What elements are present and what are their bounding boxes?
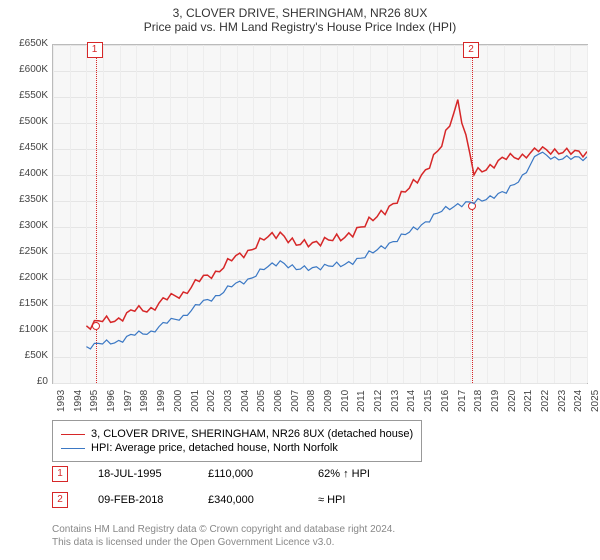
x-axis-label: 1999 <box>156 390 167 412</box>
x-axis-label: 2015 <box>423 390 434 412</box>
gridline-v <box>587 45 588 383</box>
transaction-relative: 62% ↑ HPI <box>318 468 428 480</box>
x-axis-label: 2001 <box>190 390 201 412</box>
marker-box: 2 <box>463 42 479 58</box>
chart-subtitle: Price paid vs. HM Land Registry's House … <box>0 20 600 38</box>
x-axis-label: 2005 <box>256 390 267 412</box>
y-axis-label: £650K <box>8 38 48 49</box>
transaction-price: £340,000 <box>208 494 318 506</box>
x-axis-label: 2004 <box>240 390 251 412</box>
x-axis-label: 2011 <box>356 390 367 412</box>
x-axis-label: 2018 <box>473 390 484 412</box>
legend-swatch <box>61 448 85 449</box>
gridline-h <box>53 383 587 384</box>
x-axis-label: 1996 <box>106 390 117 412</box>
x-axis-label: 1994 <box>73 390 84 412</box>
marker-box: 2 <box>52 492 68 508</box>
chart-container: { "title_line1": "3, CLOVER DRIVE, SHERI… <box>0 0 600 560</box>
marker-box: 1 <box>87 42 103 58</box>
x-axis-label: 2000 <box>173 390 184 412</box>
x-axis-label: 2021 <box>523 390 534 412</box>
footnote-line: This data is licensed under the Open Gov… <box>52 537 395 548</box>
x-axis-label: 2014 <box>406 390 417 412</box>
transaction-date: 09-FEB-2018 <box>98 494 208 506</box>
y-axis-label: £100K <box>8 324 48 335</box>
x-axis-label: 2003 <box>223 390 234 412</box>
x-axis-label: 2020 <box>507 390 518 412</box>
legend: 3, CLOVER DRIVE, SHERINGHAM, NR26 8UX (d… <box>52 420 422 462</box>
y-axis-label: £300K <box>8 220 48 231</box>
transaction-date: 18-JUL-1995 <box>98 468 208 480</box>
y-axis-label: £0 <box>8 376 48 387</box>
legend-label: 3, CLOVER DRIVE, SHERINGHAM, NR26 8UX (d… <box>91 428 413 440</box>
x-axis-label: 1998 <box>139 390 150 412</box>
y-axis-label: £450K <box>8 142 48 153</box>
x-axis-label: 2013 <box>390 390 401 412</box>
x-axis-label: 2025 <box>590 390 600 412</box>
y-axis-label: £200K <box>8 272 48 283</box>
legend-label: HPI: Average price, detached house, Nort… <box>91 442 338 454</box>
y-axis-label: £150K <box>8 298 48 309</box>
transaction-row: 1 18-JUL-1995£110,00062% ↑ HPI <box>52 466 428 482</box>
x-axis-label: 2024 <box>573 390 584 412</box>
y-axis-label: £350K <box>8 194 48 205</box>
legend-swatch <box>61 434 85 435</box>
legend-item: 3, CLOVER DRIVE, SHERINGHAM, NR26 8UX (d… <box>61 428 413 440</box>
y-axis-label: £600K <box>8 64 48 75</box>
x-axis-label: 2010 <box>340 390 351 412</box>
chart-lines <box>53 45 587 383</box>
x-axis-label: 2019 <box>490 390 501 412</box>
y-axis-label: £550K <box>8 90 48 101</box>
x-axis-label: 2023 <box>557 390 568 412</box>
y-axis-label: £50K <box>8 350 48 361</box>
y-axis-label: £400K <box>8 168 48 179</box>
x-axis-label: 2012 <box>373 390 384 412</box>
transaction-relative: ≈ HPI <box>318 494 428 506</box>
plot-area <box>52 44 588 384</box>
chart-title: 3, CLOVER DRIVE, SHERINGHAM, NR26 8UX <box>0 0 600 20</box>
x-axis-label: 2008 <box>306 390 317 412</box>
marker-box: 1 <box>52 466 68 482</box>
x-axis-label: 2022 <box>540 390 551 412</box>
y-axis-label: £250K <box>8 246 48 257</box>
x-axis-label: 1997 <box>123 390 134 412</box>
x-axis-label: 2009 <box>323 390 334 412</box>
y-axis-label: £500K <box>8 116 48 127</box>
footnote: Contains HM Land Registry data © Crown c… <box>52 524 395 548</box>
x-axis-label: 1993 <box>56 390 67 412</box>
x-axis-label: 2007 <box>290 390 301 412</box>
x-axis-label: 2002 <box>206 390 217 412</box>
transaction-row: 2 09-FEB-2018£340,000≈ HPI <box>52 492 428 508</box>
transaction-price: £110,000 <box>208 468 318 480</box>
x-axis-label: 2016 <box>440 390 451 412</box>
footnote-line: Contains HM Land Registry data © Crown c… <box>52 524 395 535</box>
x-axis-label: 1995 <box>89 390 100 412</box>
x-axis-label: 2006 <box>273 390 284 412</box>
legend-item: HPI: Average price, detached house, Nort… <box>61 442 413 454</box>
x-axis-label: 2017 <box>457 390 468 412</box>
